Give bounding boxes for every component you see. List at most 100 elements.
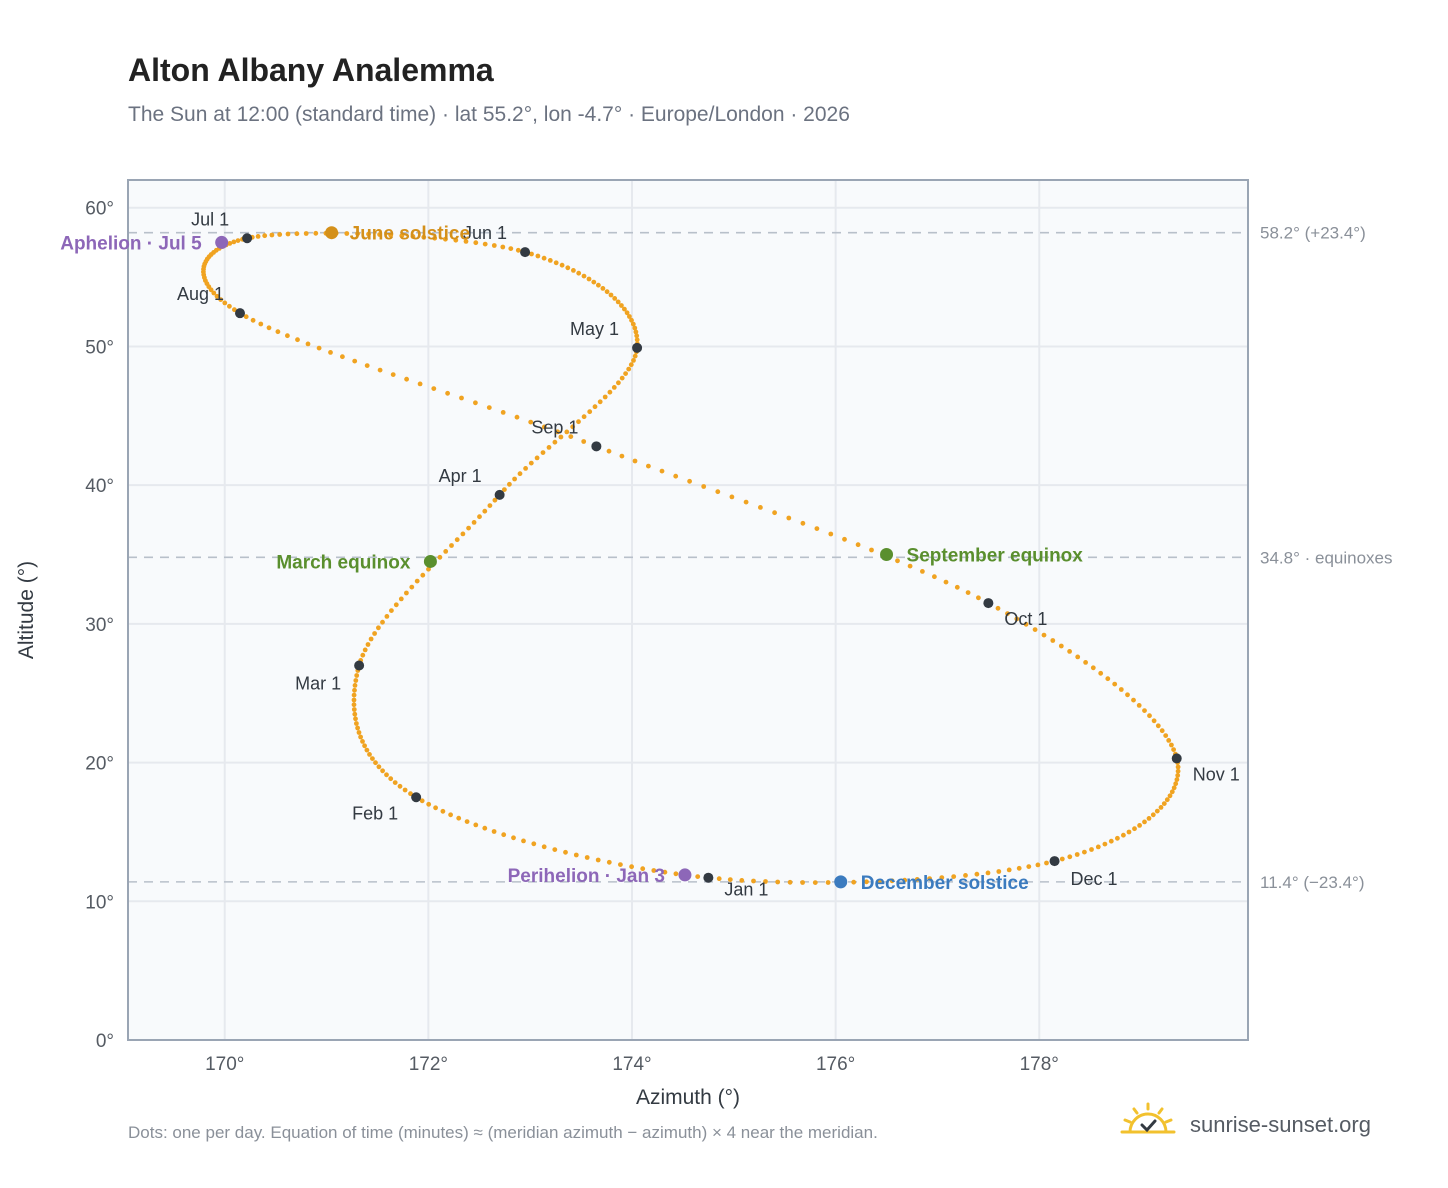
daily-sun-dot xyxy=(471,520,477,525)
daily-sun-dot xyxy=(523,466,528,471)
daily-sun-dot xyxy=(482,241,488,247)
daily-sun-dot xyxy=(460,531,466,537)
daily-sun-dot xyxy=(607,389,613,395)
daily-sun-dot xyxy=(440,808,446,814)
daily-sun-dot xyxy=(355,725,360,731)
daily-sun-dot xyxy=(571,268,576,273)
daily-sun-dot xyxy=(1098,670,1104,676)
month-marker xyxy=(983,598,994,609)
daily-sun-dot xyxy=(372,631,377,636)
daily-sun-dot xyxy=(624,310,630,316)
daily-sun-dot xyxy=(222,300,228,306)
daily-sun-dot xyxy=(727,877,733,882)
daily-sun-dot xyxy=(851,879,857,885)
month-label: Mar 1 xyxy=(295,673,341,693)
daily-sun-dot xyxy=(512,476,517,482)
daily-sun-dot xyxy=(1175,768,1181,774)
daily-sun-dot xyxy=(729,494,735,500)
daily-sun-dot xyxy=(414,578,420,584)
daily-sun-dot xyxy=(408,791,413,797)
x-tick-label: 174° xyxy=(612,1054,651,1075)
daily-sun-dot xyxy=(354,673,360,678)
daily-sun-dot xyxy=(1090,665,1096,671)
daily-sun-dot xyxy=(392,780,398,785)
event-label: Aphelion · Jul 5 xyxy=(60,233,202,254)
daily-sun-dot xyxy=(243,314,249,320)
daily-sun-dot xyxy=(487,503,493,508)
daily-sun-dot xyxy=(1067,649,1072,654)
daily-sun-dot xyxy=(1112,681,1118,687)
y-tick-label: 20° xyxy=(85,754,114,775)
daily-sun-dot xyxy=(629,864,634,870)
daily-sun-dot xyxy=(420,572,426,578)
daily-sun-dot xyxy=(596,282,601,288)
event-label: March equinox xyxy=(276,552,411,573)
daily-sun-dot xyxy=(1006,867,1012,873)
daily-sun-dot xyxy=(564,429,570,435)
daily-sun-dot xyxy=(482,825,488,831)
month-marker xyxy=(632,342,643,353)
daily-sun-dot xyxy=(1108,838,1114,844)
daily-sun-dot xyxy=(1041,632,1047,638)
daily-sun-dot xyxy=(976,595,981,601)
daily-sun-dot xyxy=(388,776,394,782)
month-label: Feb 1 xyxy=(352,803,398,823)
daily-sun-dot xyxy=(377,367,383,373)
daily-sun-dot xyxy=(277,232,283,237)
event-label: September equinox xyxy=(907,546,1084,567)
daily-sun-dot xyxy=(558,434,564,440)
daily-sun-dot xyxy=(535,253,541,259)
daily-sun-dot xyxy=(340,354,345,360)
daily-sun-dot xyxy=(508,246,514,252)
daily-sun-dot xyxy=(482,508,488,514)
daily-sun-dot xyxy=(344,231,350,236)
daily-sun-dot xyxy=(640,866,646,872)
month-label: Sep 1 xyxy=(531,417,578,437)
daily-sun-dot xyxy=(629,317,634,323)
daily-sun-dot xyxy=(628,362,634,368)
month-label: Jul 1 xyxy=(191,209,229,229)
daily-sun-dot xyxy=(353,678,359,683)
daily-sun-dot xyxy=(600,286,606,291)
daily-sun-dot xyxy=(619,303,624,308)
brand-logo[interactable]: sunrise-sunset.org xyxy=(1120,1100,1390,1150)
daily-sun-dot xyxy=(800,880,805,885)
daily-sun-dot xyxy=(397,783,403,789)
y-tick-label: 50° xyxy=(85,337,114,358)
daily-sun-dot xyxy=(402,787,408,793)
daily-sun-dot xyxy=(492,497,498,503)
daily-sun-dot xyxy=(464,819,470,824)
daily-sun-dot xyxy=(1044,860,1049,866)
month-marker xyxy=(1049,856,1060,867)
daily-sun-dot xyxy=(1014,616,1020,622)
daily-sun-dot xyxy=(517,471,523,477)
daily-sun-dot xyxy=(211,290,217,296)
daily-sun-dot xyxy=(305,341,311,347)
daily-sun-dot xyxy=(426,566,431,572)
daily-sun-dot xyxy=(529,251,534,257)
daily-sun-dot xyxy=(356,730,362,735)
daily-sun-dot xyxy=(541,255,547,261)
daily-sun-dot xyxy=(459,395,464,401)
daily-sun-dot xyxy=(255,234,261,239)
daily-sun-dot xyxy=(390,372,396,377)
daily-sun-dot xyxy=(1137,823,1142,828)
daily-sun-dot xyxy=(1023,621,1029,627)
footnote: Dots: one per day. Equation of time (min… xyxy=(128,1123,878,1142)
daily-sun-dot xyxy=(285,231,291,237)
daily-sun-dot xyxy=(355,231,360,237)
daily-sun-dot xyxy=(869,547,874,553)
month-label: Dec 1 xyxy=(1071,869,1118,889)
month-marker xyxy=(354,660,365,671)
chart-title: Alton Albany Analemma xyxy=(128,52,494,88)
daily-sun-dot xyxy=(541,424,547,430)
daily-sun-dot xyxy=(627,314,632,319)
daily-sun-dot xyxy=(1102,841,1108,847)
daily-sun-dot xyxy=(622,306,627,312)
daily-sun-dot xyxy=(351,697,357,703)
daily-sun-dot xyxy=(515,247,521,253)
daily-sun-dot xyxy=(540,450,546,455)
daily-sun-dot xyxy=(1175,773,1181,778)
daily-sun-dot xyxy=(1131,697,1136,703)
